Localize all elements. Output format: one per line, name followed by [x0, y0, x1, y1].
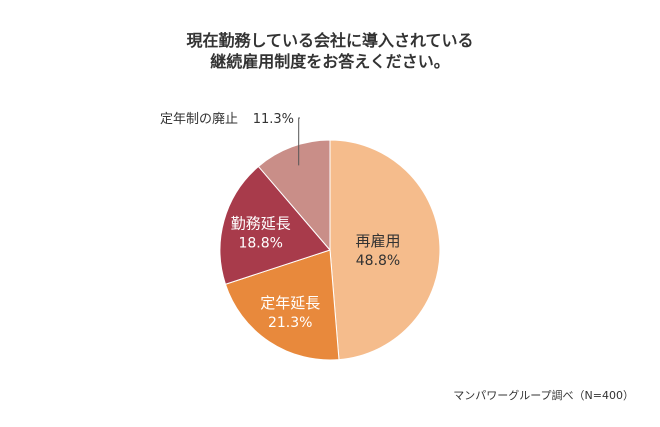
slice-label-1: 再雇用 — [355, 232, 400, 250]
pie-slice-1 — [329, 139, 441, 361]
slice-label-3: 勤務延長 — [231, 215, 291, 233]
slice-value-4: 11.3% — [253, 112, 294, 127]
pie-slices — [219, 139, 441, 361]
pie-slice-3 — [219, 165, 331, 285]
pie-slice-2 — [224, 249, 340, 361]
pie-labels: 再雇用 48.8% 定年延長 21.3% 勤務延長 18.8% 11.3% 定年制の廃止 — [160, 111, 401, 331]
slice-leader-line-4 — [298, 117, 300, 166]
source-note: マンパワーグループ調べ（N=400） — [453, 389, 634, 402]
chart-title-line-1: 現在勤務している会社に導入されている — [186, 31, 474, 50]
slice-value-2: 21.3% — [268, 315, 312, 331]
chart-title-line-2: 継続雇用制度をお答えください。 — [210, 52, 450, 71]
slice-value-1: 48.8% — [356, 253, 400, 269]
slice-label-4: 定年制の廃止 — [160, 111, 238, 127]
slice-label-2: 定年延長 — [260, 294, 320, 312]
chart-title: 現在勤務している会社に導入されている 継続雇用制度をお答えください。 — [0, 30, 660, 72]
slice-value-3: 18.8% — [238, 236, 282, 252]
pie-slice-4 — [257, 139, 331, 252]
